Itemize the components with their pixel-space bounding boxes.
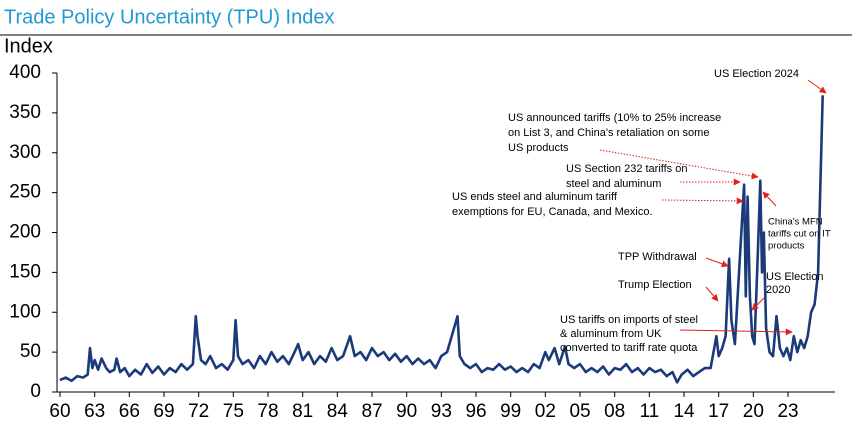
x-tick-label: 05 <box>569 401 590 422</box>
x-tick-label: 84 <box>327 401 349 422</box>
x-tick-label: 96 <box>465 401 486 422</box>
y-tick-label: 50 <box>20 341 41 362</box>
x-tick-label: 69 <box>153 401 174 422</box>
y-tick-label: 0 <box>30 381 41 402</box>
x-tick-label: 02 <box>535 401 556 422</box>
arrow <box>751 297 765 311</box>
annotation: US Section 232 tariffs on <box>566 163 687 175</box>
x-tick-label: 72 <box>188 401 209 422</box>
annotation: TPP Withdrawal <box>618 251 697 263</box>
annotation-arrows <box>599 79 827 336</box>
x-tick-label: 60 <box>49 401 70 422</box>
annotation: exemptions for EU, Canada, and Mexico. <box>452 206 653 218</box>
x-tick-label: 90 <box>396 401 417 422</box>
arrow <box>679 328 793 336</box>
x-tick-label: 20 <box>743 401 764 422</box>
annotation: US ends steel and aluminum tariff <box>452 191 618 203</box>
x-tick-label: 63 <box>84 401 105 422</box>
series-line <box>59 95 824 384</box>
x-tick-label: 66 <box>119 401 140 422</box>
arrow <box>705 257 729 268</box>
annotation: 2020 <box>766 284 790 296</box>
y-tick-label: 300 <box>9 142 41 163</box>
x-tick-label: 93 <box>431 401 452 422</box>
annotation: US Election 2024 <box>714 68 799 80</box>
x-tick-label: 23 <box>777 401 798 422</box>
x-tick-label: 17 <box>708 401 729 422</box>
annotation: steel and aluminum <box>566 178 661 190</box>
y-tick-label: 150 <box>9 261 41 282</box>
x-tick-label: 87 <box>361 401 382 422</box>
x-tick-label: 81 <box>292 401 313 422</box>
chart-title: Trade Policy Uncertainty (TPU) Index <box>4 6 334 28</box>
annotation: tariffs cut on IT <box>768 229 831 240</box>
arrow <box>762 191 777 207</box>
y-tick-label: 100 <box>9 301 41 322</box>
arrow <box>705 286 719 302</box>
x-tick-label: 99 <box>500 401 521 422</box>
x-tick-label: 75 <box>223 401 244 422</box>
annotation: US Election <box>766 271 823 283</box>
annotation: US announced tariffs (10% to 25% increas… <box>508 112 721 124</box>
y-tick-label: 250 <box>9 182 41 203</box>
annotation: products <box>768 241 805 252</box>
arrow <box>661 197 744 205</box>
annotation: Trump Election <box>618 279 692 291</box>
annotation: converted to tariff rate quota <box>560 342 698 354</box>
annotation: US tariffs on imports of steel <box>560 314 698 326</box>
y-tick-label: 350 <box>9 102 41 123</box>
annotation: & aluminum from UK <box>560 328 662 340</box>
x-tick-label: 78 <box>257 401 278 422</box>
annotation: US products <box>508 142 569 154</box>
annotation: on List 3, and China's retaliation on so… <box>508 127 709 139</box>
arrow <box>807 79 827 94</box>
y-axis-label: Index <box>4 35 53 57</box>
y-tick-label: 200 <box>9 222 41 243</box>
x-tick-label: 11 <box>639 401 659 422</box>
x-tick-label: 14 <box>673 401 695 422</box>
x-tick-label: 08 <box>604 401 625 422</box>
annotation: China's MFN <box>768 217 823 228</box>
y-tick-label: 400 <box>9 62 41 83</box>
